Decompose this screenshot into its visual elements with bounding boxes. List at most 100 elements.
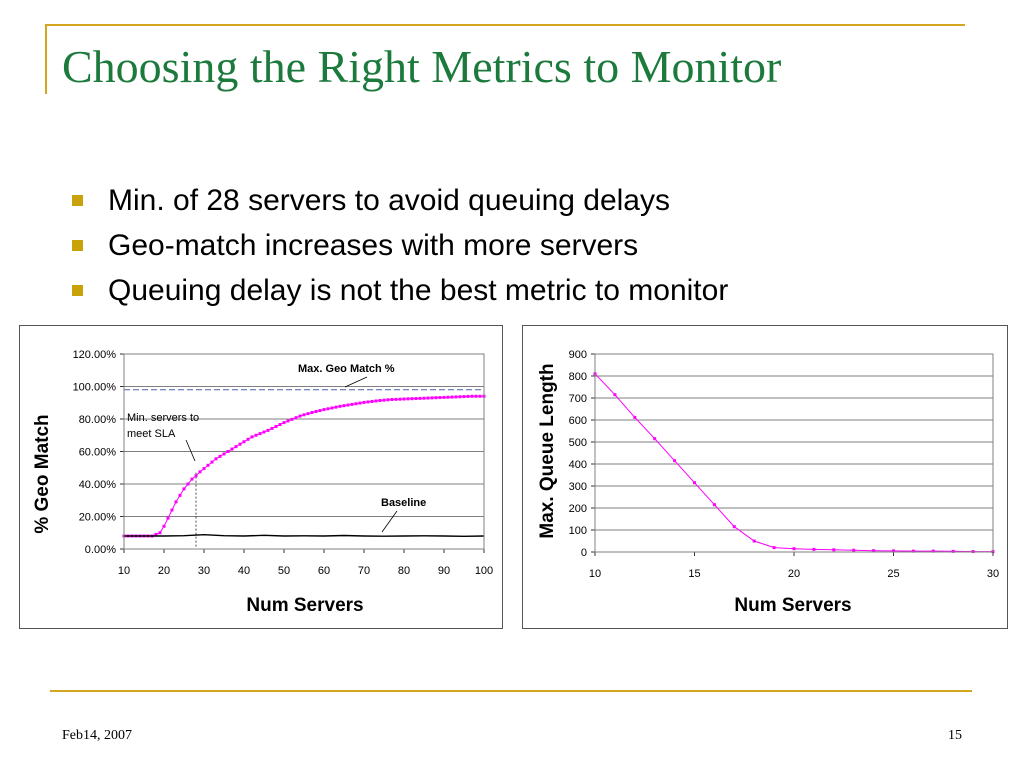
geo-match-point bbox=[318, 409, 322, 413]
geo-match-axes bbox=[120, 353, 485, 553]
geo-match-y-axis-title: % Geo Match bbox=[32, 414, 53, 533]
queue-length-series-line bbox=[594, 373, 993, 553]
geo-match-point bbox=[446, 395, 450, 399]
y-tick-label: 100 bbox=[569, 525, 587, 537]
slide-title: Choosing the Right Metrics to Monitor bbox=[62, 41, 782, 92]
x-tick-label: 70 bbox=[358, 565, 370, 577]
geo-match-point bbox=[470, 394, 474, 398]
queue-length-point bbox=[712, 503, 716, 507]
y-tick-label: 200 bbox=[569, 503, 587, 515]
queue-length-y-axis-title: Max. Queue Length bbox=[537, 363, 558, 538]
geo-match-point bbox=[178, 493, 182, 497]
geo-match-point bbox=[330, 406, 334, 410]
geo-match-point bbox=[258, 432, 262, 436]
geo-match-point bbox=[398, 397, 402, 401]
geo-match-point bbox=[198, 470, 202, 474]
queue-length-point bbox=[852, 548, 856, 552]
queue-length-series-points bbox=[593, 372, 995, 554]
geo-match-point bbox=[266, 428, 270, 432]
geo-match-point bbox=[170, 508, 174, 512]
geo-match-point bbox=[158, 531, 162, 535]
x-tick-label: 30 bbox=[987, 568, 999, 580]
geo-match-gridlines bbox=[124, 353, 484, 550]
x-tick-label: 20 bbox=[158, 565, 170, 577]
geo-match-point bbox=[354, 402, 358, 406]
bullet-item: Min. of 28 servers to avoid queuing dela… bbox=[72, 178, 728, 223]
geo-match-point bbox=[418, 396, 422, 400]
x-tick-label: 60 bbox=[318, 565, 330, 577]
geo-match-point bbox=[410, 397, 414, 401]
footer-divider bbox=[50, 690, 972, 692]
geo-match-point bbox=[406, 397, 410, 401]
title-frame-left bbox=[45, 24, 47, 94]
geo-match-point bbox=[326, 407, 330, 411]
queue-length-point bbox=[832, 548, 836, 552]
y-tick-label: 500 bbox=[569, 437, 587, 449]
y-tick-label: 20.00% bbox=[79, 512, 117, 524]
queue-length-point bbox=[911, 549, 915, 553]
queue-length-y-ticks: 0 100 200 300 400 500 600 700 800 900 bbox=[569, 349, 587, 559]
geo-match-point bbox=[366, 400, 370, 404]
x-tick-label: 100 bbox=[475, 565, 493, 577]
plot-area-border bbox=[594, 353, 994, 553]
y-tick-label: 60.00% bbox=[79, 447, 117, 459]
queue-length-point bbox=[693, 481, 696, 485]
geo-match-point bbox=[374, 399, 378, 403]
geo-match-point bbox=[230, 447, 234, 451]
queue-length-point bbox=[892, 549, 895, 553]
y-tick-label: 900 bbox=[569, 349, 587, 361]
y-tick-label: 100.00% bbox=[73, 382, 117, 394]
title-frame-top bbox=[45, 24, 965, 26]
geo-match-point bbox=[386, 398, 390, 402]
y-tick-label: 800 bbox=[569, 371, 587, 383]
y-tick-label: 700 bbox=[569, 393, 587, 405]
y-tick-label: 0 bbox=[581, 547, 587, 559]
x-tick-label: 15 bbox=[688, 568, 700, 580]
geo-match-chart: 0.00% 20.00% 40.00% 60.00% 80.00% 100.00% 120.… bbox=[19, 325, 503, 629]
geo-match-point bbox=[218, 454, 222, 458]
geo-match-point bbox=[250, 435, 254, 439]
geo-match-point bbox=[242, 440, 246, 444]
x-tick-label: 50 bbox=[278, 565, 290, 577]
x-tick-label: 25 bbox=[887, 568, 899, 580]
geo-match-point bbox=[334, 405, 338, 409]
bullet-list: Min. of 28 servers to avoid queuing dela… bbox=[72, 178, 728, 313]
queue-length-point bbox=[732, 525, 736, 529]
geo-match-point bbox=[290, 417, 294, 421]
geo-match-point bbox=[294, 416, 298, 420]
geo-match-point bbox=[314, 410, 318, 414]
geo-match-point bbox=[422, 396, 426, 400]
queue-length-x-ticks: 10 15 20 25 30 bbox=[589, 568, 999, 580]
queue-length-point bbox=[673, 459, 677, 463]
geo-match-point bbox=[298, 414, 302, 418]
geo-match-point bbox=[262, 430, 266, 434]
footer-date: Feb14, 2007 bbox=[62, 728, 132, 743]
geo-match-point bbox=[462, 395, 466, 399]
geo-match-x-axis-title: Num Servers bbox=[246, 595, 363, 616]
geo-match-point bbox=[430, 396, 434, 400]
geo-match-point bbox=[174, 500, 178, 504]
geo-match-point bbox=[382, 398, 386, 402]
queue-length-chart: 0 100 200 300 400 500 600 700 800 900 10 15 20 25 30 … bbox=[522, 325, 1008, 629]
geo-match-point bbox=[302, 413, 306, 417]
geo-match-point bbox=[338, 404, 342, 408]
x-tick-label: 40 bbox=[238, 565, 250, 577]
x-tick-label: 90 bbox=[438, 565, 450, 577]
bullet-square-icon bbox=[72, 240, 83, 251]
geo-match-point bbox=[190, 477, 194, 481]
bullet-text: Min. of 28 servers to avoid queuing dela… bbox=[108, 184, 670, 217]
queue-length-point bbox=[752, 539, 756, 543]
geo-match-point bbox=[390, 398, 394, 401]
geo-match-point bbox=[226, 450, 230, 453]
y-tick-label: 0.00% bbox=[85, 544, 116, 556]
min-servers-label-line2: meet SLA bbox=[127, 428, 176, 440]
queue-length-point bbox=[792, 547, 796, 551]
geo-match-point bbox=[358, 401, 362, 405]
geo-match-point bbox=[438, 396, 442, 400]
geo-match-point bbox=[210, 460, 214, 464]
x-tick-label: 20 bbox=[788, 568, 800, 580]
y-tick-label: 400 bbox=[569, 459, 587, 471]
geo-match-point bbox=[394, 397, 398, 401]
min-servers-label-line1: Min. servers to bbox=[127, 412, 199, 424]
